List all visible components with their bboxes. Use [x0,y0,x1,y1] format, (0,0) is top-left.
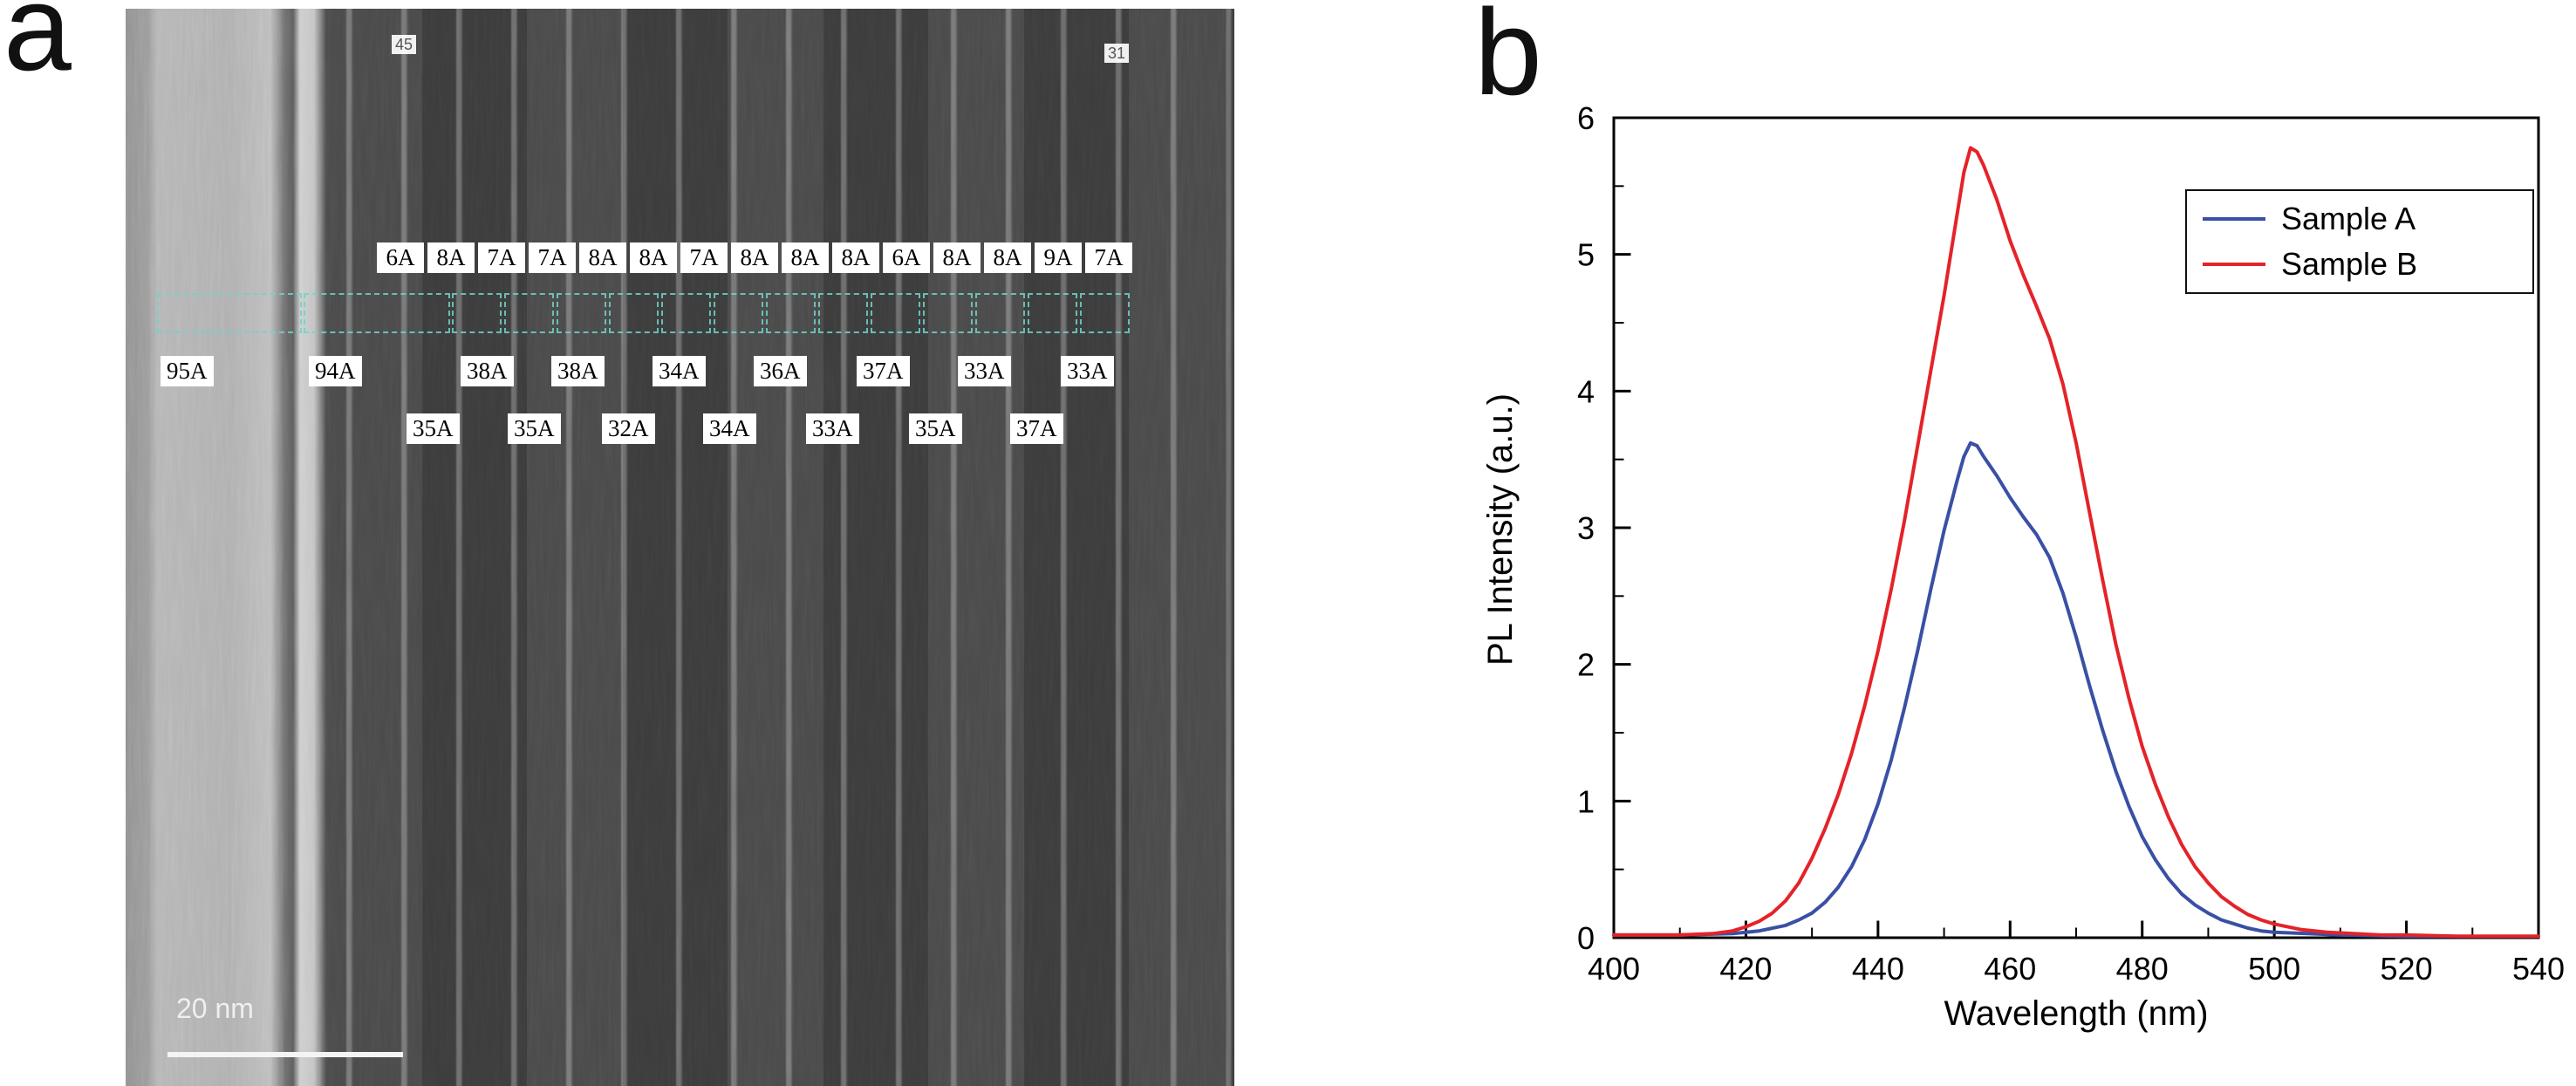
measurement-box [714,293,763,333]
thickness-label: 37A [1010,413,1063,444]
thickness-label: 7A [680,242,728,273]
thickness-label: 7A [529,242,576,273]
thickness-label: 8A [832,242,879,273]
thickness-label: 8A [630,242,677,273]
scale-bar-label: 20 nm [176,993,254,1024]
measurement-box [766,293,816,333]
thickness-label: 38A [551,356,605,386]
legend-label: Sample B [2281,246,2418,282]
thickness-label: 8A [984,242,1031,273]
thickness-label: 33A [958,356,1011,386]
svg-text:480: 480 [2116,951,2169,987]
thickness-label: 8A [731,242,778,273]
thickness-label: 9A [1035,242,1082,273]
legend-item-sample-a: Sample A [2203,201,2517,236]
thickness-label: 94A [309,356,362,386]
measurement-band [126,293,1234,337]
svg-text:400: 400 [1588,951,1640,987]
grain-texture [126,9,1234,1086]
measurement-box [504,293,554,333]
panel-b-letter: b [1474,0,1542,120]
svg-text:440: 440 [1852,951,1904,987]
chart-legend: Sample A Sample B [2185,189,2534,294]
measurement-box [157,293,302,333]
measurement-box [871,293,920,333]
measurement-box [1080,293,1130,333]
svg-text:5: 5 [1577,237,1595,273]
thickness-label: 33A [1061,356,1114,386]
svg-text:6: 6 [1577,100,1595,136]
measurement-box [609,293,659,333]
svg-text:420: 420 [1719,951,1772,987]
legend-line-sample-a [2203,217,2265,221]
measurement-box [1028,293,1077,333]
measurement-box [923,293,973,333]
svg-text:3: 3 [1577,510,1595,546]
measurement-box [975,293,1025,333]
measurement-box [304,293,450,333]
svg-text:520: 520 [2381,951,2433,987]
thickness-label: 6A [377,242,424,273]
thickness-label: 36A [754,356,807,386]
thickness-label: 95A [161,356,214,386]
svg-text:2: 2 [1577,647,1595,683]
svg-text:0: 0 [1577,920,1595,956]
thickness-label: 38A [461,356,514,386]
scale-bar [167,1052,403,1057]
measurement-box [452,293,502,333]
pl-spectrum-chart: 400 420 440 460 480 500 520 540 0 1 2 3 4 5 6 [1483,52,2576,1047]
legend-line-sample-b [2203,263,2265,266]
measurement-box [557,293,606,333]
thickness-label: 8A [427,242,475,273]
panel-a-letter: a [3,0,72,96]
svg-text:4: 4 [1577,373,1595,409]
pl-plot-svg: 400 420 440 460 480 500 520 540 0 1 2 3 4 5 6 [1577,100,2565,987]
thickness-label: 34A [703,413,756,444]
measurement-box-row [452,293,1130,333]
thickness-label: 34A [653,356,706,386]
thickness-label: 8A [933,242,981,273]
region-id-marker: 45 [392,35,417,54]
y-axis-title: PL Intensity (a.u.) [1481,393,1520,666]
thickness-label: 35A [909,413,962,444]
thickness-label: 35A [407,413,460,444]
thickness-label: 35A [508,413,561,444]
svg-text:460: 460 [1984,951,2036,987]
thickness-label: 8A [579,242,626,273]
thickness-label: 37A [857,356,910,386]
tem-micrograph: 45 31 6A 8A 7A 7A 8A 8A 7A 8A 8A 8A 6A 8… [126,9,1234,1086]
region-id-marker: 31 [1104,44,1130,63]
thickness-label: 7A [478,242,525,273]
svg-text:1: 1 [1577,783,1595,819]
measurement-box [661,293,711,333]
measurement-box [818,293,868,333]
thickness-label: 32A [602,413,655,444]
x-axis-title: Wavelength (nm) [1944,994,2209,1033]
svg-text:540: 540 [2512,951,2565,987]
barrier-thickness-row: 6A 8A 7A 7A 8A 8A 7A 8A 8A 8A 6A 8A 8A 9… [377,242,1132,273]
thickness-label: 6A [883,242,930,273]
legend-item-sample-b: Sample B [2203,247,2517,282]
thickness-label: 8A [782,242,829,273]
thickness-label: 7A [1085,242,1132,273]
legend-label: Sample A [2281,201,2416,236]
thickness-label: 33A [806,413,859,444]
svg-text:500: 500 [2248,951,2300,987]
